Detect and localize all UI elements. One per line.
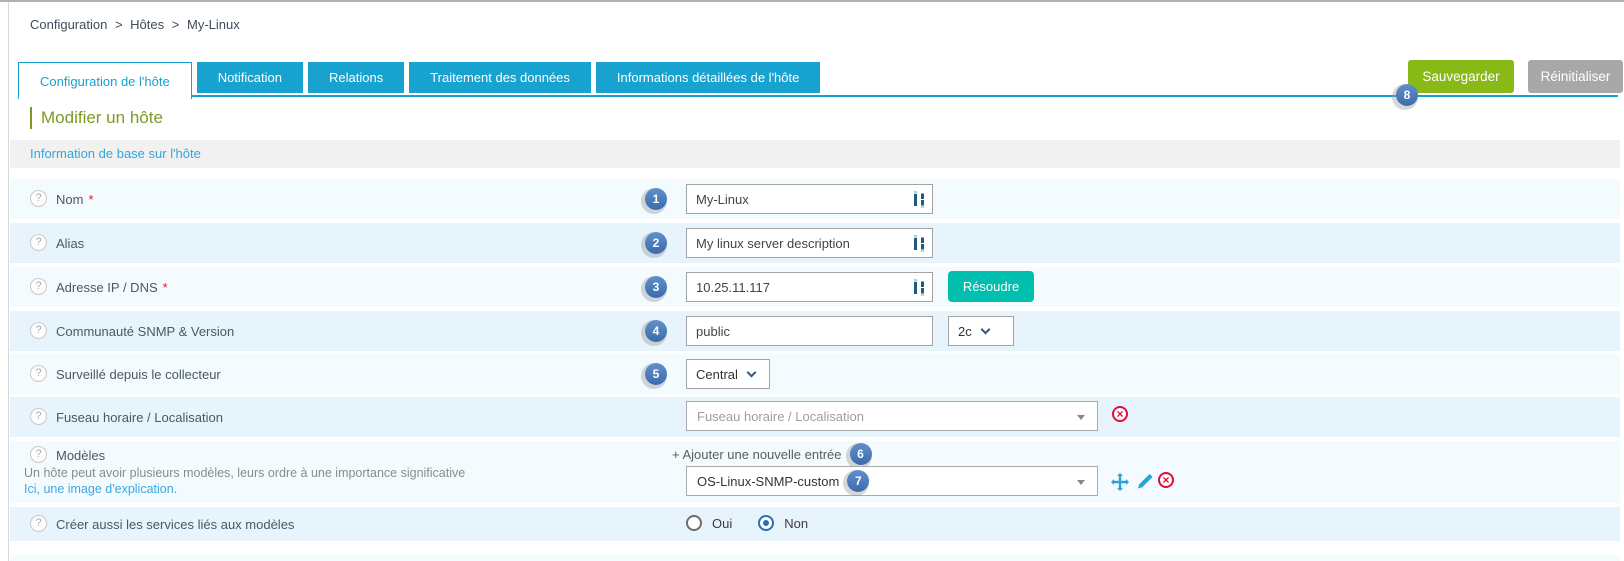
help-icon[interactable]: ? bbox=[30, 408, 47, 425]
help-icon[interactable]: ? bbox=[30, 190, 47, 207]
name-input-wrap bbox=[686, 184, 933, 214]
tab-host-extended-info[interactable]: Informations détaillées de l'hôte bbox=[595, 62, 821, 93]
breadcrumb-configuration[interactable]: Configuration bbox=[30, 17, 108, 32]
name-label: Nom * bbox=[56, 192, 94, 207]
help-icon[interactable]: ? bbox=[30, 234, 47, 251]
template-value: OS-Linux-SNMP-custom bbox=[697, 473, 840, 489]
address-input[interactable] bbox=[686, 272, 933, 302]
timezone-select[interactable]: Fuseau horaire / Localisation bbox=[686, 401, 1098, 431]
move-icon[interactable] bbox=[1110, 472, 1130, 492]
templates-label: Modèles bbox=[56, 448, 106, 463]
page-title: Modifier un hôte bbox=[30, 107, 163, 129]
breadcrumb: Configuration > Hôtes > My-Linux bbox=[30, 17, 244, 32]
alias-input-wrap bbox=[686, 228, 933, 258]
radio-non[interactable] bbox=[758, 515, 775, 531]
top-border bbox=[0, 0, 1624, 2]
template-select[interactable]: OS-Linux-SNMP-custom 7 bbox=[686, 466, 1098, 496]
form-row-poller: ? Surveillé depuis le collecteur bbox=[10, 354, 1620, 394]
section-header: Information de base sur l'hôte bbox=[10, 140, 1620, 168]
poller-label: Surveillé depuis le collecteur bbox=[56, 367, 221, 382]
step-badge-6: 6 bbox=[849, 443, 872, 465]
template-delete-icon[interactable]: × bbox=[1158, 472, 1174, 488]
breadcrumb-separator: > bbox=[171, 17, 180, 32]
reset-button[interactable]: Réinitialiser bbox=[1528, 60, 1623, 93]
templates-description-link[interactable]: Ici, une image d'explication. bbox=[24, 482, 178, 496]
timezone-placeholder: Fuseau horaire / Localisation bbox=[697, 408, 864, 424]
breadcrumb-hotes[interactable]: Hôtes bbox=[130, 17, 165, 32]
create-services-radio-group: Oui Non bbox=[686, 515, 824, 531]
tab-underline bbox=[18, 95, 1618, 97]
left-border bbox=[8, 2, 9, 561]
name-input[interactable] bbox=[686, 184, 933, 214]
tab-relations[interactable]: Relations bbox=[308, 62, 405, 93]
macro-icon[interactable] bbox=[914, 278, 926, 296]
step-badge-4: 4 bbox=[645, 320, 667, 342]
help-icon[interactable]: ? bbox=[30, 365, 47, 382]
poller-value: Central bbox=[696, 366, 738, 382]
add-template-entry[interactable]: + Ajouter une nouvelle entrée 6 bbox=[672, 443, 872, 465]
alias-label: Alias bbox=[56, 236, 85, 251]
breadcrumb-separator: > bbox=[114, 17, 123, 32]
help-icon[interactable]: ? bbox=[30, 515, 47, 532]
snmp-version-value: 2c bbox=[958, 323, 972, 339]
required-mark: * bbox=[162, 280, 168, 295]
tab-data-processing[interactable]: Traitement des données bbox=[409, 62, 591, 93]
chevron-down-icon bbox=[746, 367, 757, 377]
chevron-down-icon bbox=[980, 324, 991, 334]
tab-bar: Configuration de l'hôte Notification Rel… bbox=[18, 62, 821, 99]
snmp-label: Communauté SNMP & Version bbox=[56, 324, 235, 339]
next-row-sliver bbox=[10, 555, 1620, 561]
dropdown-arrow-icon bbox=[1077, 415, 1085, 420]
tab-host-configuration[interactable]: Configuration de l'hôte bbox=[18, 62, 192, 99]
address-input-wrap bbox=[686, 272, 933, 302]
save-button[interactable]: Sauvegarder bbox=[1408, 60, 1514, 93]
form-row-create-services: ? Créer aussi les services liés aux modè… bbox=[10, 507, 1620, 541]
required-mark: * bbox=[88, 192, 94, 207]
alias-input[interactable] bbox=[686, 228, 933, 258]
help-icon[interactable]: ? bbox=[30, 446, 47, 463]
timezone-clear-icon[interactable]: × bbox=[1112, 406, 1128, 422]
templates-description: Un hôte peut avoir plusieurs modèles, le… bbox=[24, 466, 466, 480]
snmp-version-select[interactable]: 2c bbox=[948, 316, 1014, 346]
help-icon[interactable]: ? bbox=[30, 278, 47, 295]
tab-notification[interactable]: Notification bbox=[196, 62, 303, 93]
create-services-label: Créer aussi les services liés aux modèle… bbox=[56, 517, 295, 532]
timezone-label: Fuseau horaire / Localisation bbox=[56, 410, 223, 425]
step-badge-1: 1 bbox=[645, 188, 667, 210]
edit-pencil-icon[interactable] bbox=[1136, 472, 1154, 490]
radio-oui[interactable] bbox=[686, 515, 702, 531]
snmp-community-input[interactable] bbox=[686, 316, 933, 346]
add-entry-label: + Ajouter une nouvelle entrée bbox=[672, 446, 842, 462]
radio-oui-label: Oui bbox=[712, 515, 733, 531]
dropdown-arrow-icon bbox=[1077, 480, 1085, 485]
macro-icon[interactable] bbox=[914, 234, 926, 252]
step-badge-3: 3 bbox=[645, 276, 667, 298]
snmp-community-wrap bbox=[686, 316, 933, 346]
breadcrumb-current-host: My-Linux bbox=[186, 17, 240, 32]
resolve-button[interactable]: Résoudre bbox=[948, 271, 1034, 302]
address-label: Adresse IP / DNS * bbox=[56, 280, 168, 295]
step-badge-7: 7 bbox=[847, 470, 870, 492]
step-badge-5: 5 bbox=[645, 363, 667, 385]
poller-select[interactable]: Central bbox=[686, 359, 770, 389]
macro-icon[interactable] bbox=[914, 190, 926, 208]
step-badge-2: 2 bbox=[645, 232, 667, 254]
help-icon[interactable]: ? bbox=[30, 322, 47, 339]
step-badge-8: 8 bbox=[1396, 84, 1418, 106]
radio-non-label: Non bbox=[784, 515, 809, 531]
